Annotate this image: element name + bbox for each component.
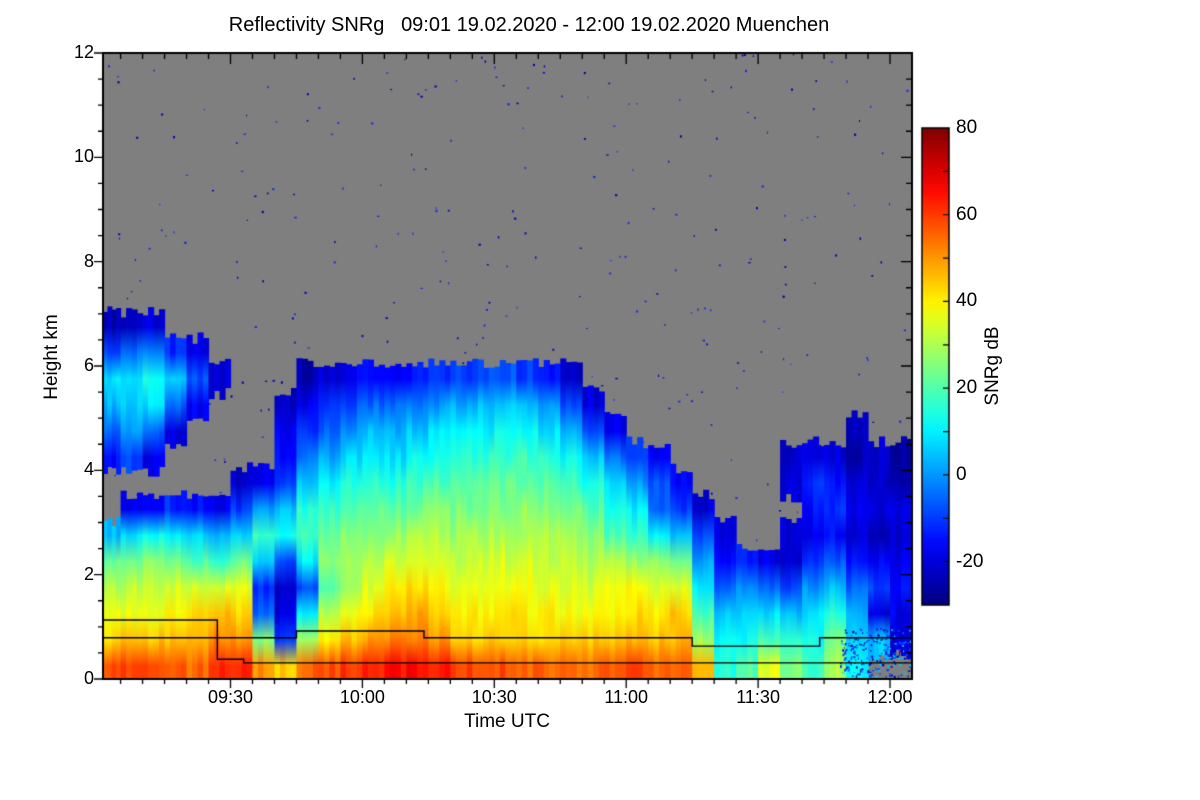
chart-title: Reflectivity SNRg 09:01 19.02.2020 - 12:… bbox=[228, 14, 830, 36]
colorbar-tick-label: 80 bbox=[956, 117, 978, 138]
x-tick-label: 11:00 bbox=[604, 687, 649, 707]
colorbar-tick-label: 0 bbox=[956, 463, 967, 485]
colorbar-tick-label: 40 bbox=[956, 290, 978, 312]
colorbar-tick-label: -20 bbox=[956, 550, 984, 572]
colorbar-label: SNRg dB bbox=[982, 326, 1003, 406]
colorbar-tick-label: 60 bbox=[956, 203, 978, 225]
x-tick-label: 10:30 bbox=[471, 687, 517, 707]
y-tick-label: 10 bbox=[73, 146, 94, 167]
y-tick-label: 8 bbox=[83, 250, 94, 271]
y-tick-label: 6 bbox=[83, 355, 94, 375]
x-tick-label: 10:00 bbox=[339, 687, 385, 707]
y-tick-label: 0 bbox=[83, 668, 94, 688]
x-tick-label: 11:30 bbox=[736, 687, 780, 707]
y-tick-label: 2 bbox=[83, 563, 94, 584]
x-tick-label: 09:30 bbox=[207, 687, 254, 707]
x-tick-label: 12:00 bbox=[867, 687, 913, 707]
x-axis-label: Time UTC bbox=[464, 711, 550, 732]
y-tick-label: 4 bbox=[83, 459, 94, 480]
y-tick-label: 12 bbox=[73, 42, 94, 62]
colorbar-tick-label: 20 bbox=[956, 377, 978, 399]
